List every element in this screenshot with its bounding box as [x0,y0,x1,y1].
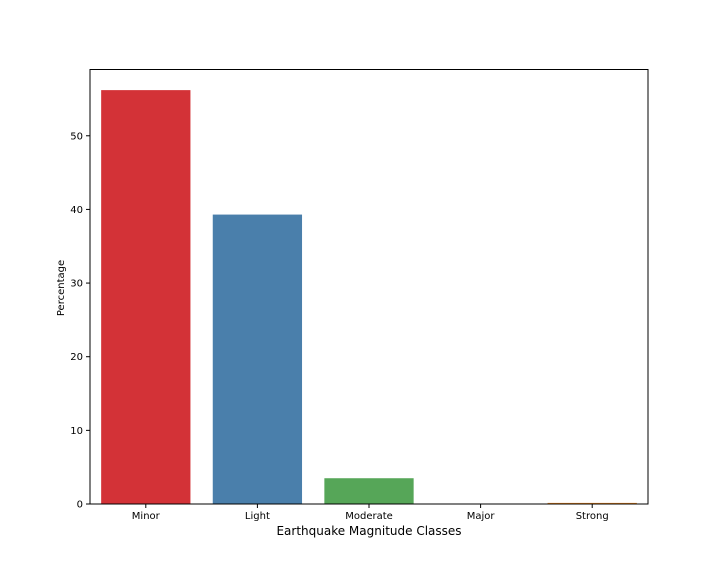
bar-moderate [324,478,414,504]
y-axis-label: Percentage [56,260,67,316]
x-tick-label: Minor [132,511,161,522]
y-tick-label: 30 [70,279,83,290]
y-tick-label: 50 [70,131,83,142]
x-tick-label: Major [467,511,496,522]
x-tick-label: Moderate [345,511,393,522]
x-tick-label: Light [245,511,270,522]
bar-strong [547,502,637,504]
bars-group [101,90,637,505]
y-tick-label: 20 [70,352,83,363]
x-axis: Minor Light Moderate Major Strong [132,504,609,522]
y-tick-label: 40 [70,205,83,216]
y-tick-label: 10 [70,426,83,437]
x-tick-label: Strong [576,511,609,522]
bar-minor [101,90,191,505]
y-axis: 0 10 20 30 40 50 [70,131,90,511]
x-axis-label: Earthquake Magnitude Classes [276,524,461,538]
bar-light [212,214,303,505]
y-tick-label: 0 [77,500,83,511]
plot-frame [89,69,649,505]
